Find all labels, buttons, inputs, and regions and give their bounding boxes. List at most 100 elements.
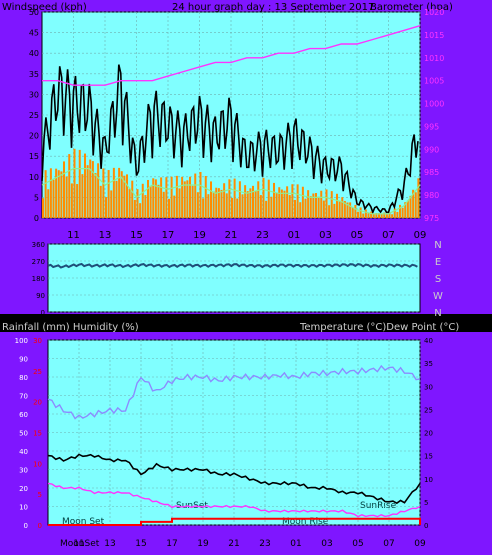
temp-x-tick: 01 <box>290 539 301 549</box>
wind-bar <box>299 202 302 218</box>
wind-bar <box>120 171 123 218</box>
wind-bar <box>128 188 131 218</box>
humidity-tick: 80 <box>19 374 28 382</box>
wind-bar <box>207 194 210 218</box>
wind-bar <box>372 213 375 218</box>
wind-bar <box>330 191 333 218</box>
wind-bar <box>168 198 170 218</box>
wind-bar <box>333 203 336 218</box>
wind-bar <box>228 179 231 218</box>
wind-bar <box>354 204 357 218</box>
wind-x-tick: 23 <box>256 230 269 241</box>
wind-y-tick: 0 <box>34 214 39 223</box>
wind-bar <box>341 197 344 218</box>
wind-x-tick: 21 <box>225 230 238 241</box>
wind-bar <box>186 180 189 218</box>
wind-bar <box>202 198 205 218</box>
wind-y-tick: 15 <box>29 152 39 161</box>
wind-bar <box>301 186 304 218</box>
wind-y-tick: 50 <box>29 8 39 17</box>
wind-y-tick: 30 <box>29 90 39 99</box>
wind-y-tick: 40 <box>29 49 39 58</box>
humidity-tick: 30 <box>19 467 28 475</box>
wind-bar <box>252 185 254 218</box>
compass-label: N <box>434 308 441 319</box>
wind-average-series <box>41 168 421 215</box>
direction-y-tick: 90 <box>36 292 45 300</box>
wind-bar <box>236 198 239 218</box>
temp-x-tick: 03 <box>321 539 332 549</box>
wind-bar <box>112 167 115 218</box>
wind-bar <box>42 198 44 218</box>
wind-bar <box>265 200 268 218</box>
wind-bar <box>286 186 289 218</box>
temperature-tick: 35 <box>424 360 433 368</box>
direction-y-tick: 180 <box>32 275 45 283</box>
wind-bar <box>217 188 220 218</box>
humidity-tick: 50 <box>19 430 28 438</box>
wind-bar <box>57 170 60 218</box>
temp-x-tick: 13 <box>104 539 115 549</box>
wind-bar <box>233 178 236 218</box>
wind-bar <box>296 184 299 218</box>
wind-bar <box>102 168 105 218</box>
temperature-tick: 40 <box>424 337 433 345</box>
wind-y-tick: 25 <box>29 111 39 120</box>
wind-bar <box>97 163 100 218</box>
barometer-label: Barometer (hpa) <box>370 2 453 13</box>
rainfall-series <box>48 517 421 526</box>
wind-bar <box>364 209 367 218</box>
bottom-moonset-label: MoonSet <box>60 539 100 549</box>
wind-bar <box>194 173 197 218</box>
temp-x-tick: 19 <box>197 539 209 549</box>
wind-bar <box>225 193 228 218</box>
barometer-series <box>42 25 421 86</box>
wind-bar <box>325 189 328 218</box>
wind-bar <box>220 189 223 218</box>
wind-bar <box>288 195 291 218</box>
rainfall-tick: 30 <box>33 337 42 345</box>
sun-set-annotation: SunSet <box>176 501 208 511</box>
wind-bar <box>367 213 370 218</box>
wind-bar <box>262 177 265 218</box>
wind-bar <box>351 207 354 218</box>
wind-bar <box>414 192 417 218</box>
wind-bar <box>270 196 273 218</box>
wind-bar <box>249 188 252 218</box>
wind-bar <box>254 191 257 218</box>
wind-bar <box>99 185 102 218</box>
wind-bar <box>181 176 184 218</box>
wind-bar <box>280 189 283 218</box>
wind-bar <box>133 199 136 218</box>
chart-title: 24 hour graph day : 13 September 2017 <box>172 2 374 13</box>
wind-bar <box>399 204 401 218</box>
wind-bar <box>283 190 286 218</box>
wind-bar <box>199 171 202 218</box>
wind-bar <box>291 184 294 218</box>
wind-bar <box>259 195 262 218</box>
temp-x-tick: 17 <box>166 539 177 549</box>
barometer-tick: 975 <box>424 214 439 223</box>
rainfall-tick: 10 <box>33 460 42 468</box>
wind-bar <box>52 179 55 218</box>
wind-bar <box>210 181 212 218</box>
wind-bar <box>383 212 386 218</box>
wind-bar <box>94 173 97 218</box>
wind-x-tick: 19 <box>193 230 206 241</box>
wind-bar <box>273 182 275 218</box>
temp-dew-label: Temperature (°C)Dew Point (°C) <box>299 322 459 333</box>
wind-bar <box>131 180 134 218</box>
wind-bar <box>359 207 362 218</box>
wind-bar <box>406 200 409 218</box>
wind-bar <box>304 198 307 218</box>
compass-label: N <box>434 240 441 251</box>
wind-bar <box>154 179 157 218</box>
barometer-tick: 990 <box>424 145 439 154</box>
temperature-tick: 20 <box>424 430 433 438</box>
wind-bar <box>110 190 113 218</box>
wind-bar <box>393 208 396 218</box>
wind-y-tick: 35 <box>29 70 39 79</box>
direction-y-tick: 0 <box>41 309 45 317</box>
wind-bar <box>388 212 391 218</box>
wind-bar <box>294 199 296 218</box>
